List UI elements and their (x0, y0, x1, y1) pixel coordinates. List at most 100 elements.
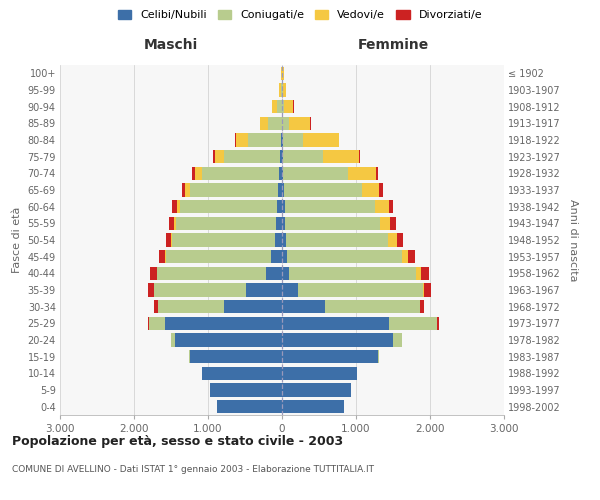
Bar (190, 184, 278, 196)
Bar (375, 200, 389, 213)
Bar (171, 334, 175, 346)
Bar (282, 116, 289, 130)
Bar (421, 266, 428, 280)
Bar (281, 84, 282, 96)
Bar (393, 334, 402, 346)
Bar (277, 100, 282, 114)
Bar (397, 234, 403, 246)
Bar (166, 234, 172, 246)
Bar (325, 300, 419, 314)
Bar (282, 284, 298, 296)
Bar (389, 200, 394, 213)
Bar (401, 250, 408, 264)
Bar (380, 216, 391, 230)
Bar (148, 316, 149, 330)
Bar (362, 184, 379, 196)
Bar (282, 266, 289, 280)
Bar (281, 134, 282, 146)
Bar (175, 216, 176, 230)
Bar (215, 150, 224, 164)
Bar (286, 234, 388, 246)
Bar (283, 134, 302, 146)
Y-axis label: Fasce di età: Fasce di età (12, 207, 22, 273)
Bar (283, 150, 323, 164)
Bar (202, 166, 280, 180)
Bar (282, 100, 284, 114)
Bar (284, 200, 375, 213)
Bar (193, 166, 195, 180)
Bar (176, 216, 276, 230)
Bar (224, 150, 280, 164)
Bar (282, 316, 389, 330)
Bar (280, 150, 282, 164)
Text: Popolazione per età, sesso e stato civile - 2003: Popolazione per età, sesso e stato civil… (12, 435, 343, 448)
Bar (165, 316, 282, 330)
Bar (195, 166, 202, 180)
Bar (348, 166, 376, 180)
Bar (289, 116, 310, 130)
Text: Femmine: Femmine (358, 38, 428, 52)
Bar (236, 134, 248, 146)
Bar (185, 184, 190, 196)
Bar (149, 316, 165, 330)
Bar (391, 216, 395, 230)
Bar (298, 284, 422, 296)
Bar (285, 216, 380, 230)
Bar (424, 284, 431, 296)
Bar (217, 400, 282, 413)
Bar (282, 184, 284, 196)
Bar (172, 200, 177, 213)
Bar (283, 166, 348, 180)
Bar (437, 316, 439, 330)
Bar (379, 184, 383, 196)
Bar (282, 384, 351, 396)
Bar (275, 234, 282, 246)
Bar (179, 200, 277, 213)
Bar (378, 350, 379, 364)
Bar (282, 234, 286, 246)
Bar (420, 300, 424, 314)
Bar (282, 66, 284, 80)
Bar (302, 134, 339, 146)
Bar (282, 250, 287, 264)
Bar (148, 284, 154, 296)
Bar (282, 366, 358, 380)
Bar (282, 150, 283, 164)
Bar (260, 116, 268, 130)
Text: COMUNE DI AVELLINO - Dati ISTAT 1° gennaio 2003 - Elaborazione TUTTITALIA.IT: COMUNE DI AVELLINO - Dati ISTAT 1° genna… (12, 465, 374, 474)
Bar (408, 250, 415, 264)
Bar (213, 150, 215, 164)
Bar (282, 200, 284, 213)
Bar (287, 250, 401, 264)
Bar (416, 266, 421, 280)
Bar (266, 266, 282, 280)
Bar (172, 234, 275, 246)
Bar (277, 200, 282, 213)
Bar (150, 266, 157, 280)
Bar (282, 300, 325, 314)
Bar (268, 116, 281, 130)
Bar (284, 184, 362, 196)
Bar (190, 350, 282, 364)
Bar (422, 284, 424, 296)
Bar (169, 216, 175, 230)
Bar (177, 200, 179, 213)
Bar (182, 184, 185, 196)
Bar (202, 366, 282, 380)
Bar (389, 316, 437, 330)
Bar (282, 400, 344, 413)
Bar (210, 384, 282, 396)
Bar (271, 250, 282, 264)
Bar (282, 216, 285, 230)
Bar (157, 266, 266, 280)
Bar (388, 234, 397, 246)
Bar (376, 166, 378, 180)
Bar (289, 266, 416, 280)
Bar (278, 184, 282, 196)
Bar (247, 284, 282, 296)
Bar (283, 84, 286, 96)
Bar (158, 300, 224, 314)
Bar (359, 150, 361, 164)
Bar (272, 100, 277, 114)
Bar (158, 250, 165, 264)
